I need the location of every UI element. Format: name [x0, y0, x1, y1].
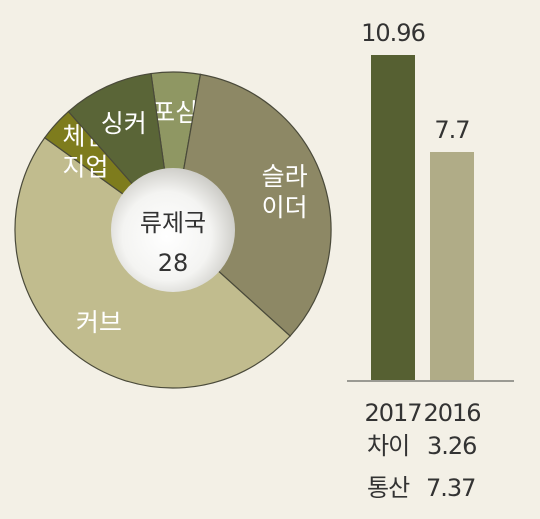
diff-value: 3.26 [427, 432, 476, 460]
donut-center-hole [111, 168, 235, 292]
donut-label-3-1: 지업 [62, 152, 108, 181]
donut-label-2-0: 커브 [76, 308, 122, 337]
donut-label-1-0: 슬라 [262, 162, 308, 191]
bar-value-label-2016: 7.7 [434, 116, 469, 144]
diff-label: 차이 [367, 432, 409, 460]
bar-2017 [371, 55, 415, 381]
donut-label-1-1: 이더 [262, 193, 308, 222]
bar-value-label-2017: 10.96 [361, 19, 425, 47]
donut-center-label: 류제국 [140, 209, 206, 237]
donut-center-value: 28 [158, 249, 189, 277]
total-label: 통산 [367, 474, 410, 502]
bar-chart: 10.96 7.7 [361, 19, 474, 381]
total-value: 7.37 [426, 474, 475, 502]
donut-label-0-0: 포심 [152, 98, 198, 127]
category-label-2017: 2017 [364, 399, 421, 427]
donut-slice-1 [172, 73, 332, 337]
donut-label-4-0: 싱커 [101, 109, 147, 138]
category-label-2016: 2016 [423, 399, 480, 427]
bar-2016 [430, 152, 474, 381]
